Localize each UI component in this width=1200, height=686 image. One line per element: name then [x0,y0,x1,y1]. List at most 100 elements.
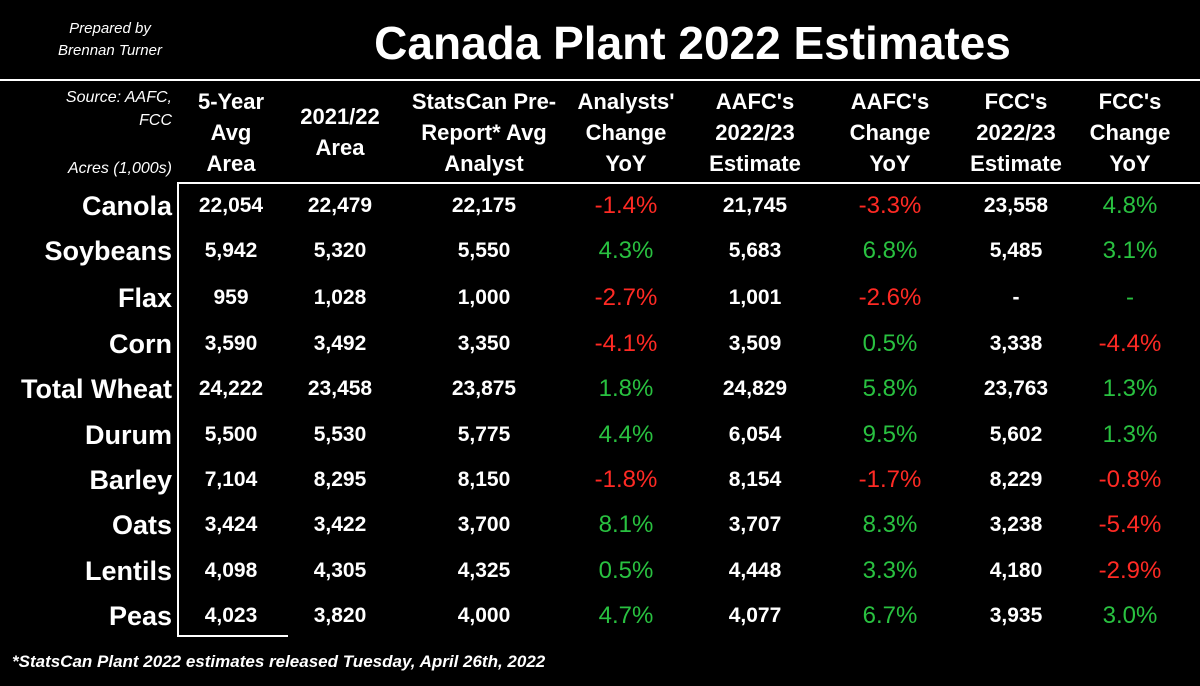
table-cell: 5,530 [313,423,367,446]
column-header-line: Analysts' [577,89,675,114]
column-header-line: YoY [869,151,911,176]
column-header: AAFC's Change YoY [830,86,950,179]
column-header-line: YoY [1109,151,1151,176]
column-header-line: Change [849,120,931,145]
table-cell: -4.4% [1098,330,1162,357]
column-header-line: Area [206,151,256,176]
table-cell: 22,054 [198,194,264,217]
table-cell: 3,509 [728,332,782,355]
table-cell: 3.3% [862,557,918,584]
table-cell: 4.4% [598,421,654,448]
column-header-line: AAFC's [850,89,930,114]
row-label: Corn [109,329,172,359]
row-label: Canola [81,191,172,221]
column-header-line: Estimate [709,151,801,176]
table-cell: 1,000 [457,286,511,309]
row-label: Total Wheat [21,374,172,404]
table-cell: 4,098 [204,559,258,582]
table-cell: 9.5% [862,421,918,448]
page-title: Canada Plant 2022 Estimates [374,17,1011,69]
table-cell: 1.8% [598,375,654,402]
table-cell: 22,479 [307,194,373,217]
table-cell: 23,558 [983,194,1049,217]
table-cell: 3,935 [989,604,1043,627]
table-cell: 3.1% [1102,237,1158,264]
column-header-line: 2022/23 [976,120,1056,145]
column-header-line: 2021/22 [300,104,380,129]
table-cell: 5.8% [862,375,918,402]
row-label: Lentils [84,556,172,586]
column-header-line: Avg [210,120,252,145]
row-label: Barley [89,465,172,495]
table-cell: 5,942 [204,239,258,262]
column-header: 2021/22 Area [285,101,395,163]
column-header: Analysts' Change YoY [566,86,686,179]
table-cell: 8,150 [457,468,511,491]
table-cell: 23,458 [307,377,373,400]
table-cell: -1.4% [594,192,658,219]
table-cell: -4.1% [594,330,658,357]
credit-line-1: Prepared by [69,20,151,37]
table-cell: -2.9% [1098,557,1162,584]
units-label: Acres (1,000s) [67,160,172,177]
table-cell: 3,590 [204,332,258,355]
row-label: Durum [85,420,172,450]
table-cell: 5,320 [313,239,367,262]
table-cell: 1,001 [728,286,782,309]
column-header: StatsCan Pre- Report* Avg Analyst [397,86,572,179]
table-cell: 3,238 [989,513,1043,536]
bottom-divider [178,635,288,637]
table-cell: 4.7% [598,602,654,629]
table-cell: - [1126,284,1134,311]
column-header-line: Report* Avg [421,120,547,145]
table-cell: 8.1% [598,511,654,538]
column-header-line: FCC's [1098,89,1162,114]
table-cell: 4,023 [204,604,258,627]
column-header-line: Area [315,135,365,160]
table-cell: 3,338 [989,332,1043,355]
source-line-1: Source: AAFC, [65,89,172,106]
table-cell: 1.3% [1102,375,1158,402]
table-cell: -0.8% [1098,466,1162,493]
table-cell: 5,683 [728,239,782,262]
column-header-line: Change [585,120,667,145]
table-cell: -5.4% [1098,511,1162,538]
column-header-line: StatsCan Pre- [411,89,557,114]
table-cell: 6.7% [862,602,918,629]
table-cell: 22,175 [451,194,517,217]
row-label: Soybeans [44,236,172,266]
table-cell: 4,180 [989,559,1043,582]
table-cell: 8.3% [862,511,918,538]
table-cell: 0.5% [598,557,654,584]
table-cell: 4,077 [728,604,782,627]
table-cell: 3,422 [313,513,367,536]
column-header: FCC's 2022/23 Estimate [951,86,1081,179]
source-line-2: FCC [139,112,172,129]
table-cell: 7,104 [204,468,258,491]
table-cell: -2.7% [594,284,658,311]
credit-line-2: Brennan Turner [58,42,162,59]
column-header: 5-Year Avg Area [176,86,286,179]
table-cell: - [1012,286,1020,309]
table-cell: 959 [213,286,249,309]
table-cell: -2.6% [858,284,922,311]
table-cell: 5,602 [989,423,1043,446]
table-cell: 3,707 [728,513,782,536]
row-label: Flax [117,283,172,313]
column-header-line: AAFC's [715,89,795,114]
source-note: Source: AAFC, FCC [2,86,172,132]
row-label: Oats [111,510,172,540]
column-header-line: FCC's [984,89,1048,114]
table-cell: 4.8% [1102,192,1158,219]
label-divider [177,182,179,637]
title-divider [0,79,1200,81]
table-cell: 3,492 [313,332,367,355]
table-cell: -1.8% [594,466,658,493]
table-cell: 4,325 [457,559,511,582]
table-cell: 8,229 [989,468,1043,491]
table-cell: 1,028 [313,286,367,309]
table-cell: 5,550 [457,239,511,262]
column-header-line: Estimate [970,151,1062,176]
table-cell: 4,448 [728,559,782,582]
table-cell: 4.3% [598,237,654,264]
